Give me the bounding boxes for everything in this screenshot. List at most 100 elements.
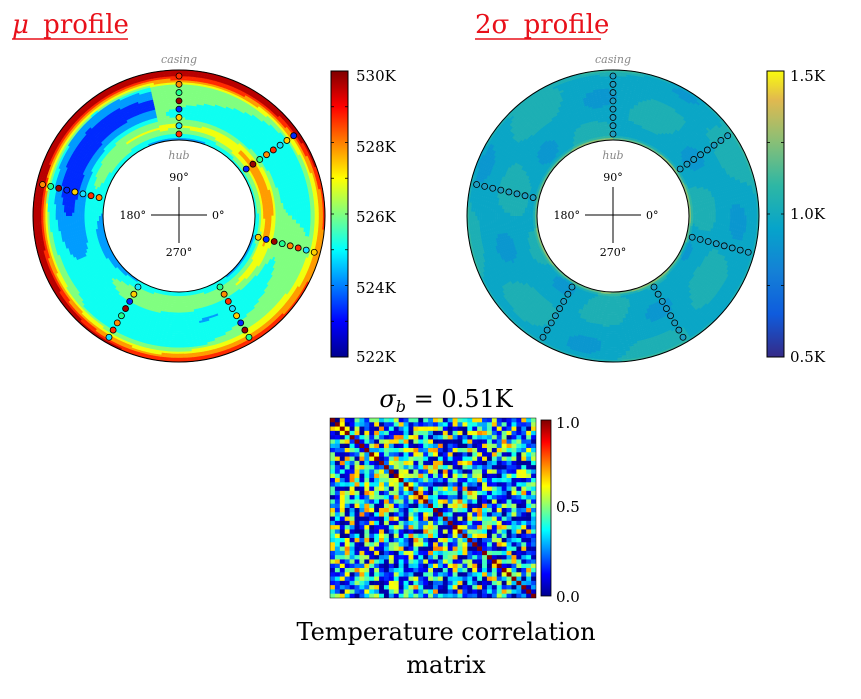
annulus-cell [258,205,262,209]
annulus-cell [171,293,175,297]
annulus-cell [165,132,169,135]
annulus-cell [179,306,183,309]
annulus-cell [256,203,259,207]
annulus-cell [86,213,89,217]
annulus-cell [179,320,183,324]
annulus-cell [176,137,179,141]
annulus-cell [65,216,69,221]
annulus-cell [168,135,172,139]
annulus-cell [75,216,79,220]
annulus-cell [189,295,193,298]
annulus-cell [73,216,77,220]
annulus-cell [98,210,102,214]
annulus-cell [300,215,303,220]
annulus-cell [179,324,183,328]
annulus-cell [82,216,85,220]
annulus-cell [94,216,97,219]
annulus-cell [88,213,91,217]
annulus-cell [99,225,102,229]
annulus-cell [174,291,177,295]
annulus-cell [175,310,180,313]
annulus-cell [269,215,272,219]
annulus-cell [173,131,177,135]
annulus-cell [176,291,180,295]
annulus-cell [255,200,259,204]
annulus-cell [181,291,185,295]
annulus-cell [174,341,180,344]
annulus-cell [98,208,102,212]
annulus-cell [100,216,104,219]
annulus-cell [279,212,283,216]
annulus-cell [176,306,180,309]
annulus-cell [165,134,169,137]
annulus-cell [258,210,262,214]
annulus-cell [90,216,93,220]
annulus-cell [168,133,172,137]
annulus-cell [254,215,258,219]
annulus-cell [96,205,100,209]
annulus-cell [261,215,264,219]
annulus-cell [260,202,263,206]
annulus-cell [80,216,83,220]
annulus-cell [173,293,177,297]
annulus-cell [176,298,180,301]
annulus-cell [179,318,183,322]
annulus-cell [69,212,73,217]
annulus-cell [181,293,185,297]
annulus-cell [175,324,180,328]
annulus-cell [191,132,195,136]
annulus-cell [90,213,93,217]
annulus-cell [292,215,295,220]
annulus-cell [257,215,260,219]
annulus-cell [291,211,295,216]
annulus-cell [100,230,103,234]
annulus-cell [175,322,180,326]
annulus-cell [273,212,276,216]
annulus-cell [285,215,289,220]
annulus-cell [166,293,170,296]
annulus-cell [281,212,285,216]
annulus-cell [57,216,60,221]
annulus-cell [179,314,183,318]
annulus-cell [86,216,89,220]
annulus-cell [179,302,183,305]
annulus-cell [186,131,190,135]
annulus-cell [71,216,75,220]
annulus-cell [287,215,291,220]
annulus-cell [275,215,278,220]
annulus-cell [175,333,180,336]
annulus-cell [183,133,187,137]
annulus-cell [179,294,182,297]
annulus-cell [285,212,289,216]
annulus-cell [82,212,85,217]
annulus-cell [75,212,79,217]
annulus-cell [96,210,100,214]
annulus-cell [179,337,184,340]
annulus-cell [175,314,180,318]
annulus-cell [71,212,75,217]
annulus-cell [77,216,81,220]
annulus-cell [96,216,99,219]
annulus-cell [191,294,195,298]
annulus-cell [283,215,287,220]
annulus-cell [179,304,183,307]
annulus-cell [171,295,175,299]
annulus-cell [269,212,272,216]
annulus-cell [179,300,183,303]
annulus-cell [175,335,180,338]
annulus-cell [254,213,258,216]
annulus-cell [179,310,183,313]
annulus-cell [96,223,100,227]
annulus-cell [283,212,287,216]
annulus-cell [176,300,180,303]
annulus-cell [257,228,261,232]
annulus-cell [175,320,180,324]
annulus-cell [179,291,182,295]
annulus-cell [259,215,262,219]
annulus-cell [175,337,180,340]
annulus-cell [300,211,303,216]
annulus-cell [263,215,266,219]
annulus-cell [96,208,100,212]
annulus-cell [175,312,180,315]
